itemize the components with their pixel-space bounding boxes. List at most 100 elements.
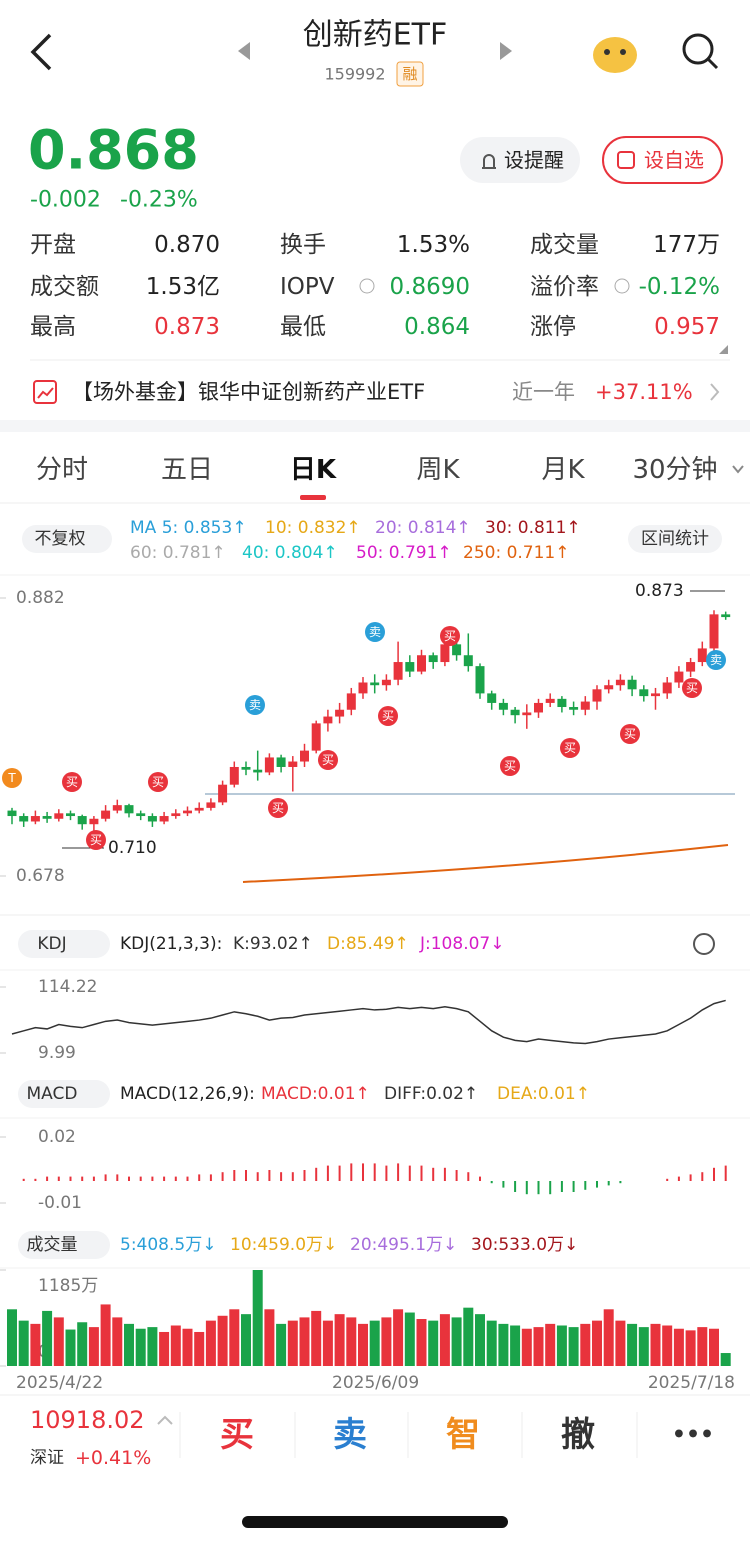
ma-label: 20: 0.814↑ [375, 518, 471, 538]
trade-marker-label: 买 [382, 709, 394, 723]
volume-bar [287, 1320, 298, 1366]
candle-body [159, 816, 169, 822]
volume-bar [7, 1309, 17, 1366]
candle-body [440, 644, 450, 663]
volume-bar [685, 1330, 696, 1366]
volume-bar [30, 1323, 41, 1366]
kdj-button[interactable] [18, 930, 110, 958]
stat-label: 成交额 [30, 274, 99, 300]
trade-marker-label: 买 [272, 801, 284, 815]
remind-label[interactable]: 设提醒 [504, 148, 564, 172]
range-button[interactable] [628, 525, 722, 553]
candle-body [112, 805, 122, 811]
code: 159992 [324, 65, 385, 84]
trade-marker-label: 买 [322, 753, 334, 767]
candle-body [171, 813, 181, 817]
candle-body [264, 757, 274, 773]
candle-body [124, 805, 134, 814]
action-button[interactable]: 卖 [333, 1415, 367, 1455]
y-tick-label: 0.882 [16, 588, 65, 608]
info-icon[interactable] [359, 278, 375, 294]
volume-bar [673, 1328, 684, 1366]
watch-label[interactable]: 设自选 [644, 148, 704, 172]
tab[interactable]: 分时 [36, 455, 88, 485]
action-button[interactable]: ••• [672, 1423, 714, 1448]
mascot-icon[interactable] [593, 37, 637, 73]
candle-body [66, 813, 75, 817]
stat-label: 成交量 [530, 232, 599, 258]
ma-label: 40: 0.804↑ [242, 543, 338, 563]
y-tick-label: 9.99 [38, 1043, 76, 1063]
candle-body [487, 693, 497, 703]
tab[interactable]: 日K [290, 455, 337, 485]
candle-body [627, 679, 637, 690]
expand-corner[interactable] [719, 345, 728, 354]
volume-bar [311, 1310, 322, 1366]
index-change: +0.41% [75, 1447, 151, 1469]
index-caret[interactable] [157, 1415, 173, 1425]
volume-bar [88, 1327, 99, 1366]
volume-bar [650, 1323, 661, 1366]
prev-arrow[interactable] [238, 42, 250, 60]
trade-marker-label: 买 [90, 833, 102, 847]
volume-bar [662, 1325, 673, 1366]
fund-return: +37.11% [595, 380, 693, 404]
stat-value: 0.870 [154, 232, 220, 258]
macd-label[interactable]: MACD [27, 1084, 78, 1104]
range-label[interactable]: 区间统计 [641, 529, 709, 549]
volume-bar [498, 1323, 509, 1366]
fund-arrow[interactable] [710, 383, 720, 401]
y-tick-label: 0.678 [16, 866, 65, 886]
volume-bar [358, 1323, 368, 1366]
volume-bar [53, 1317, 64, 1366]
volume-bar [381, 1317, 392, 1366]
candle-body [721, 614, 731, 618]
adjust-button[interactable] [22, 525, 112, 553]
volume-bar [451, 1317, 462, 1366]
volume-button[interactable] [18, 1231, 110, 1259]
candle-body [686, 662, 696, 672]
remind-button[interactable] [460, 137, 580, 183]
tab[interactable]: 月K [541, 455, 585, 485]
candle-body [335, 709, 345, 717]
kdj-label[interactable]: KDJ [37, 934, 66, 954]
tab-caret[interactable] [732, 465, 744, 474]
candle-body [136, 813, 146, 817]
low-label: 0.710 [108, 838, 157, 858]
trade-marker-label: 买 [686, 681, 698, 695]
candle-body [370, 682, 380, 686]
candle-body [77, 816, 87, 825]
search-icon[interactable] [682, 33, 719, 70]
stat-label: 溢价率 [530, 274, 599, 300]
fund-period: 近一年 [512, 380, 575, 404]
action-button[interactable]: 智 [446, 1415, 480, 1455]
next-arrow[interactable] [500, 42, 512, 60]
volume-label[interactable]: 成交量 [27, 1235, 78, 1255]
tab[interactable]: 30分钟 [632, 455, 717, 485]
action-button[interactable]: 撤 [561, 1415, 595, 1455]
volume-bar [170, 1325, 181, 1366]
candle-body [229, 766, 239, 785]
candle-body [183, 810, 192, 814]
stat-label: IOPV [280, 274, 335, 300]
watch-button[interactable] [602, 136, 723, 184]
settings-icon[interactable] [693, 933, 715, 955]
tab[interactable]: 周K [416, 455, 460, 485]
adjust-label[interactable]: 不复权 [35, 529, 86, 549]
fund-name[interactable]: 【场外基金】银华中证创新药产业ETF [72, 380, 425, 404]
ma-label: 50: 0.791↑ [356, 543, 452, 563]
trade-marker-label: 卖 [369, 625, 381, 639]
volume-bar [159, 1331, 170, 1366]
macd-value: DIFF:0.02↑ [384, 1084, 478, 1104]
macd-button[interactable] [18, 1080, 110, 1108]
candle-body [604, 685, 614, 690]
tab[interactable]: 五日 [161, 455, 213, 485]
candle-body [101, 810, 111, 819]
badge-box [396, 61, 424, 87]
back-button[interactable] [30, 33, 52, 71]
info-icon[interactable] [614, 278, 630, 294]
volume-bar [533, 1327, 544, 1366]
action-button[interactable]: 买 [220, 1415, 254, 1455]
trade-marker [365, 622, 385, 642]
